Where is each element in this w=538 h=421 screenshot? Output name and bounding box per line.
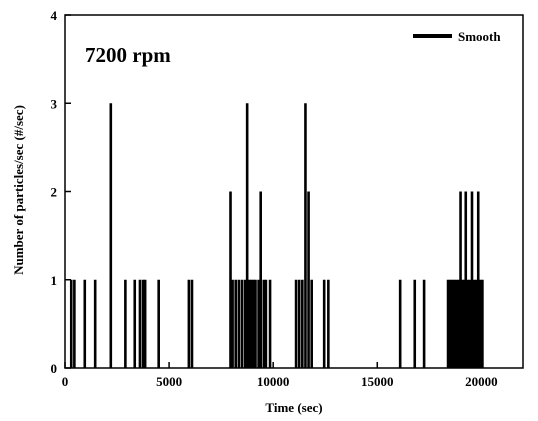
y-axis: 0 1 2 3 4 <box>51 8 71 376</box>
y-tick-label: 4 <box>51 8 58 23</box>
x-tick-label: 10000 <box>257 374 290 389</box>
y-tick-label: 0 <box>51 361 58 376</box>
annotation-text: 7200 rpm <box>85 43 171 67</box>
y-tick-label: 1 <box>51 273 58 288</box>
x-tick-label: 15000 <box>361 374 394 389</box>
x-axis-label: Time (sec) <box>265 400 322 415</box>
x-axis: 0 5000 10000 15000 20000 <box>62 362 498 389</box>
y-tick-label: 3 <box>51 96 58 111</box>
spikes-layer <box>69 103 484 368</box>
y-tick-label: 2 <box>51 185 58 200</box>
legend-label: Smooth <box>458 29 501 44</box>
y-axis-label: Number of particles/sec (#/sec) <box>11 105 26 275</box>
x-tick-label: 20000 <box>465 374 498 389</box>
x-tick-label: 0 <box>62 374 69 389</box>
x-tick-label: 5000 <box>156 374 182 389</box>
